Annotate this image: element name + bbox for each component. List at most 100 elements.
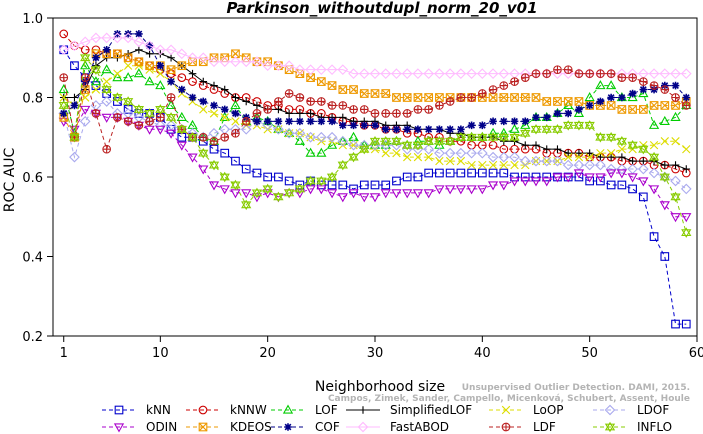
data-point bbox=[585, 101, 594, 110]
data-point bbox=[262, 60, 274, 72]
series-line-inflo bbox=[63, 56, 687, 233]
data-point bbox=[498, 181, 509, 191]
data-point bbox=[563, 65, 573, 75]
data-point bbox=[306, 97, 315, 106]
data-point bbox=[446, 125, 454, 134]
data-point bbox=[649, 101, 659, 110]
data-point bbox=[638, 88, 649, 98]
data-point bbox=[564, 152, 573, 162]
data-point bbox=[553, 97, 562, 106]
data-point bbox=[337, 193, 348, 203]
data-point bbox=[231, 109, 240, 118]
data-point bbox=[682, 93, 691, 102]
data-point bbox=[381, 180, 391, 190]
data-point bbox=[402, 139, 413, 151]
data-point bbox=[520, 73, 530, 82]
data-point bbox=[510, 160, 519, 170]
data-point bbox=[532, 141, 540, 149]
data-point bbox=[617, 180, 627, 190]
data-point bbox=[542, 97, 552, 106]
series-inflo bbox=[58, 52, 692, 238]
data-point bbox=[285, 109, 293, 118]
data-point bbox=[628, 105, 637, 114]
data-point bbox=[563, 120, 574, 131]
data-point bbox=[305, 131, 316, 143]
series-line-knn bbox=[63, 49, 687, 325]
data-point bbox=[220, 148, 230, 158]
data-point bbox=[262, 189, 273, 199]
data-point bbox=[144, 76, 155, 86]
data-point bbox=[283, 187, 295, 199]
series-line-loop bbox=[63, 65, 687, 166]
data-point bbox=[596, 153, 605, 161]
data-point bbox=[145, 61, 154, 71]
data-point bbox=[133, 104, 145, 115]
data-point bbox=[596, 176, 605, 186]
data-point bbox=[240, 123, 252, 135]
data-point bbox=[638, 192, 648, 202]
data-point bbox=[659, 171, 670, 183]
data-point bbox=[466, 131, 477, 143]
legend-item-ldf: LDF bbox=[489, 420, 556, 434]
data-point bbox=[359, 105, 369, 114]
legend-item-inflo: INFLO bbox=[593, 420, 672, 434]
data-point bbox=[252, 109, 262, 118]
data-point bbox=[500, 117, 508, 126]
data-point bbox=[595, 159, 606, 171]
data-point bbox=[219, 56, 231, 68]
data-point bbox=[274, 97, 283, 106]
data-point bbox=[660, 137, 669, 146]
data-point bbox=[445, 156, 455, 166]
data-point bbox=[359, 193, 370, 203]
data-point bbox=[520, 177, 531, 187]
y-tick-label: 0.4 bbox=[22, 251, 43, 266]
data-point bbox=[167, 77, 175, 86]
data-point bbox=[349, 85, 358, 94]
data-point bbox=[122, 96, 134, 107]
data-point bbox=[530, 177, 542, 187]
data-point bbox=[466, 147, 477, 159]
data-point bbox=[412, 139, 424, 151]
data-point bbox=[155, 80, 166, 90]
data-point bbox=[596, 148, 605, 158]
data-point bbox=[562, 159, 574, 171]
data-point bbox=[575, 105, 583, 114]
data-point bbox=[305, 64, 316, 76]
data-point bbox=[638, 77, 648, 86]
data-point bbox=[671, 93, 680, 102]
data-point bbox=[369, 193, 381, 203]
data-point bbox=[166, 65, 176, 75]
legend-item-knn: kNN bbox=[102, 403, 171, 417]
data-point bbox=[584, 159, 596, 171]
data-point bbox=[510, 77, 519, 86]
data-point bbox=[456, 168, 466, 178]
data-point bbox=[455, 131, 467, 143]
legend-swatch-marker bbox=[282, 404, 294, 414]
data-point bbox=[220, 85, 229, 94]
legend-label: LoOP bbox=[533, 403, 564, 417]
data-point bbox=[596, 97, 605, 106]
data-point bbox=[424, 152, 433, 162]
data-point bbox=[90, 64, 102, 75]
data-point bbox=[112, 92, 123, 103]
data-point bbox=[606, 101, 616, 110]
legend-label: COF bbox=[315, 420, 340, 434]
data-point bbox=[467, 160, 476, 170]
legend-item-odin: ODIN bbox=[102, 420, 177, 434]
data-point bbox=[283, 127, 295, 139]
data-point bbox=[327, 81, 337, 90]
data-point bbox=[242, 97, 250, 106]
data-point bbox=[317, 117, 326, 126]
data-point bbox=[670, 213, 681, 223]
data-point bbox=[145, 116, 154, 126]
data-point bbox=[70, 101, 79, 110]
data-point bbox=[477, 168, 487, 178]
data-point bbox=[59, 73, 69, 82]
data-point bbox=[488, 85, 498, 94]
data-point bbox=[253, 101, 261, 110]
data-point bbox=[444, 147, 456, 159]
data-point bbox=[135, 46, 143, 54]
data-point bbox=[241, 199, 252, 211]
data-point bbox=[349, 184, 358, 194]
legend-label: kNN bbox=[146, 403, 171, 417]
